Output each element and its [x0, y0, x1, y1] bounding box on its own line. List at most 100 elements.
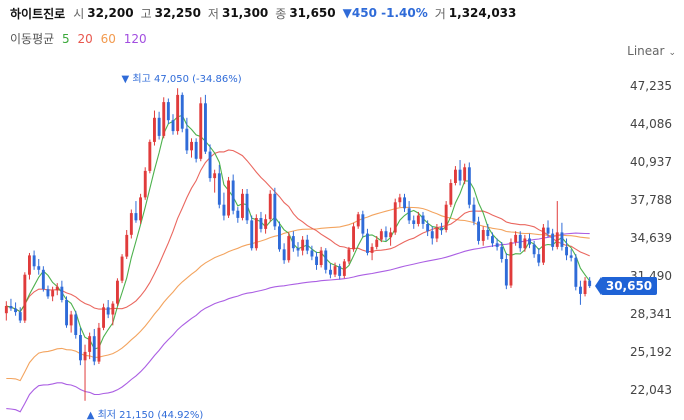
candle-body [79, 335, 82, 361]
candle-body [236, 210, 240, 218]
candle-body [88, 336, 92, 352]
candle-body [324, 250, 328, 270]
y-tick-label: 28,341 [630, 307, 672, 321]
candle-body [352, 226, 355, 250]
close-value: 31,650 [289, 6, 336, 20]
ma-5-line [6, 114, 591, 350]
close-label: 종 [275, 6, 287, 21]
candle-body [426, 224, 430, 232]
scale-label: Linear [627, 44, 665, 58]
scale-toggle-button[interactable]: Linear ⌄ [627, 44, 676, 58]
candle-body [393, 202, 397, 233]
candle-body [403, 197, 406, 209]
candle-body [338, 266, 342, 276]
candle-body [379, 231, 383, 240]
candle-body [259, 218, 263, 229]
candle-body [129, 213, 133, 235]
candle-body [32, 255, 36, 267]
candle-body [153, 117, 156, 142]
candle-body [333, 266, 337, 275]
volume-label: 거 [434, 6, 446, 21]
candle-body [171, 120, 175, 132]
candle-body [435, 227, 439, 239]
change-percent: -1.40% [381, 6, 428, 20]
candle-body [231, 180, 235, 211]
y-tick-label: 25,192 [630, 345, 672, 359]
candle-body [356, 214, 360, 227]
candle-body [37, 266, 41, 270]
candle-body [55, 286, 59, 291]
y-tick-label: 40,937 [630, 155, 672, 169]
candle-body [532, 244, 536, 255]
candle-body [486, 230, 490, 236]
low-label: 저 [207, 6, 219, 21]
candle-body [342, 261, 346, 276]
candle-body [106, 307, 110, 315]
open-label: 시 [73, 6, 85, 21]
candle-body [463, 167, 467, 181]
candle-body [250, 220, 254, 249]
high-value: 32,250 [154, 6, 201, 20]
candle-body [555, 232, 559, 247]
candle-body [412, 220, 416, 224]
candle-body [574, 257, 578, 287]
candle-body [23, 274, 27, 321]
candle-body [296, 248, 300, 251]
candle-body [222, 204, 226, 216]
candle-body [560, 232, 564, 247]
candle-body [477, 221, 480, 241]
candle-body [569, 255, 573, 258]
candle-body [190, 141, 193, 151]
ma-5-label[interactable]: 5 [62, 32, 70, 46]
candle-body [375, 239, 379, 247]
candle-body [305, 239, 309, 251]
candle-body [366, 233, 369, 253]
candle-body [472, 204, 476, 222]
candle-body [148, 141, 152, 171]
candle-body [407, 208, 411, 221]
candle-body [579, 286, 582, 294]
candle-body [111, 303, 115, 315]
candle-body [398, 197, 402, 203]
change-amount: 450 [351, 6, 377, 20]
candle-body [291, 236, 295, 249]
candle-body [528, 238, 531, 245]
candle-body [264, 219, 268, 229]
candle-body [254, 218, 258, 249]
candle-body [287, 236, 291, 261]
candle-body [546, 227, 550, 234]
volume-value: 1,324,033 [448, 6, 517, 20]
candle-body [74, 314, 78, 335]
y-tick-label: 34,639 [630, 231, 672, 245]
candle-body [199, 103, 203, 159]
ma-legend-label: 이동평균 [10, 32, 55, 46]
candle-body [495, 243, 499, 247]
candle-body [245, 193, 249, 221]
candle-body [9, 306, 13, 309]
ma-20-label[interactable]: 20 [77, 32, 93, 46]
down-arrow-icon: ▼ [342, 6, 352, 20]
ma-120-label[interactable]: 120 [123, 32, 147, 46]
candle-body [514, 234, 518, 243]
candle-body [116, 280, 119, 304]
candle-body [467, 167, 471, 205]
candle-body [416, 215, 420, 224]
candle-body [60, 286, 64, 300]
candle-body [65, 300, 68, 326]
candle-body [14, 308, 17, 313]
chevron-down-icon: ⌄ [668, 48, 676, 58]
candle-body [421, 215, 425, 224]
candle-body [51, 290, 55, 297]
candle-body [120, 256, 124, 281]
candle-body [565, 246, 568, 256]
stock-name: 하이트진로 [10, 6, 66, 21]
candle-body [185, 128, 189, 151]
change-value: ▼450 -1.40% [343, 6, 428, 20]
ma-60-label[interactable]: 60 [100, 32, 116, 46]
candle-body [194, 141, 198, 159]
candle-body [273, 193, 277, 227]
candle-body [143, 170, 147, 198]
moving-average-legend[interactable]: 이동평균 5 20 60 120 [10, 30, 151, 47]
candle-body [241, 193, 244, 218]
